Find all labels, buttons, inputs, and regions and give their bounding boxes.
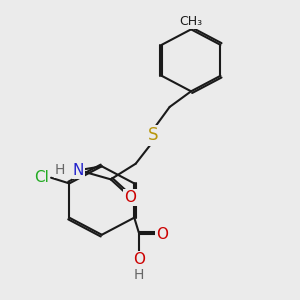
Text: O: O [124,190,136,205]
Text: CH₃: CH₃ [179,15,203,28]
Text: Cl: Cl [34,170,49,185]
Text: O: O [133,252,145,267]
Text: S: S [148,126,158,144]
Text: H: H [55,163,65,177]
Text: O: O [157,226,169,242]
Text: H: H [134,268,145,282]
Text: N: N [73,163,84,178]
